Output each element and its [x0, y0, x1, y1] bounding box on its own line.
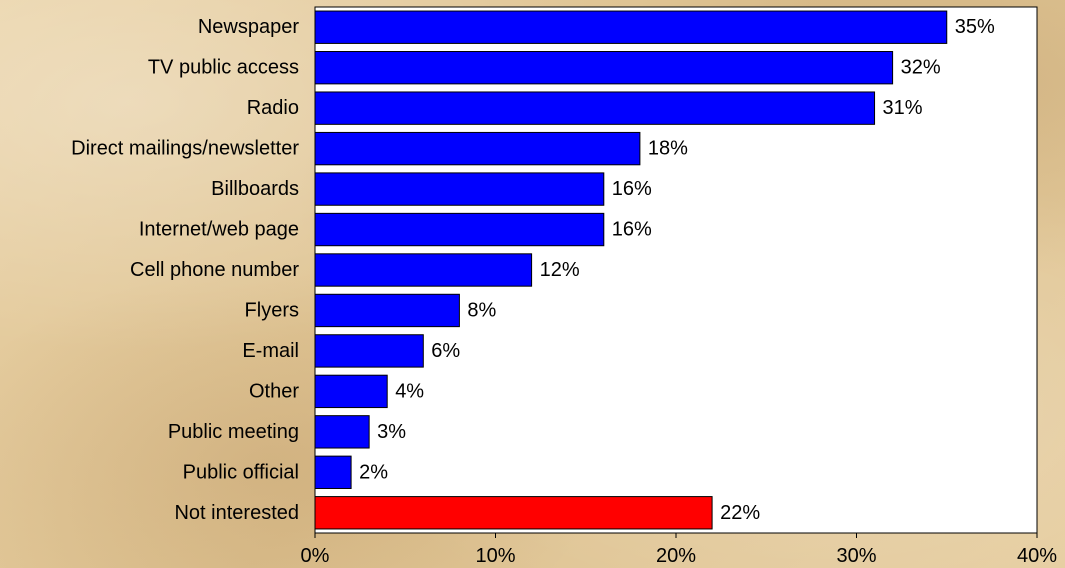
x-tick-label: 30% — [836, 545, 876, 567]
bars-group — [314, 10, 948, 530]
x-tick-label: 20% — [656, 545, 696, 567]
bar-5 — [314, 212, 605, 247]
category-label: Billboards — [211, 178, 299, 200]
bar-3 — [314, 131, 641, 166]
value-label: 2% — [359, 461, 388, 483]
category-label: Internet/web page — [139, 219, 299, 241]
x-axis-ticks: 0% 10% 20% 30% 40% — [301, 533, 1057, 567]
bar-1 — [314, 51, 894, 85]
value-label: 6% — [431, 340, 460, 362]
category-label: TV public access — [148, 57, 299, 79]
category-label: Public meeting — [168, 421, 299, 443]
value-label: 8% — [467, 299, 496, 321]
category-label: E-mail — [242, 340, 299, 362]
bar-4 — [314, 172, 605, 206]
bar-8 — [314, 334, 424, 368]
category-label: Public official — [183, 461, 299, 483]
value-label: 16% — [612, 178, 652, 200]
bar-0 — [314, 10, 948, 44]
category-label: Flyers — [245, 299, 299, 321]
bar-12 — [314, 496, 713, 530]
value-label: 3% — [377, 421, 406, 443]
bar-11 — [314, 455, 352, 489]
value-label: 22% — [720, 502, 760, 524]
x-tick-label: 10% — [475, 545, 515, 567]
bar-9 — [314, 374, 388, 409]
category-label: Cell phone number — [130, 259, 299, 281]
value-label: 31% — [883, 97, 923, 119]
x-tick-label: 40% — [1017, 545, 1057, 567]
category-labels: Newspaper TV public access Radio Direct mai… — [71, 16, 299, 524]
x-tick-label: 0% — [301, 545, 330, 567]
category-label: Newspaper — [198, 16, 300, 38]
value-label: 16% — [612, 219, 652, 241]
category-label: Direct mailings/newsletter — [71, 138, 299, 160]
category-label: Radio — [247, 97, 299, 119]
bar-7 — [314, 293, 460, 328]
value-label: 12% — [540, 259, 580, 281]
category-label: Other — [249, 380, 299, 402]
value-label: 4% — [395, 380, 424, 402]
bar-2 — [314, 91, 876, 125]
value-label: 32% — [901, 57, 941, 79]
bar-10 — [314, 415, 370, 449]
value-label: 18% — [648, 138, 688, 160]
value-label: 35% — [955, 16, 995, 38]
bar-6 — [314, 253, 533, 287]
value-labels: 35% 32% 31% 18% 16% 16% 12% 8% 6% 4% 3% 2% 22% — [359, 16, 995, 524]
category-label: Not interested — [174, 502, 299, 524]
